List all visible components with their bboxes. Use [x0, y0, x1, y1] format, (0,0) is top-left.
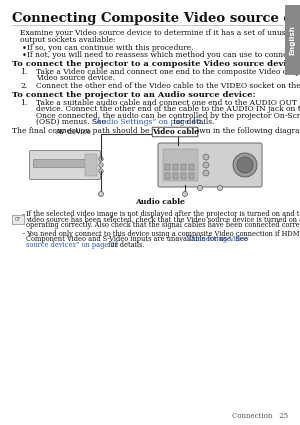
- Text: 1.: 1.: [20, 99, 27, 107]
- FancyBboxPatch shape: [158, 143, 262, 187]
- Text: source devices” on page 21: source devices” on page 21: [26, 241, 119, 249]
- Text: “Audio Settings” on page 48: “Audio Settings” on page 48: [93, 118, 201, 126]
- Text: To connect the projector to a composite Video source device:: To connect the projector to a composite …: [12, 60, 300, 68]
- Text: 1.: 1.: [20, 68, 27, 76]
- Circle shape: [203, 170, 209, 176]
- Text: output sockets available:: output sockets available:: [20, 36, 116, 43]
- Circle shape: [182, 192, 188, 196]
- Text: “Connecting Video: “Connecting Video: [185, 235, 248, 243]
- FancyBboxPatch shape: [34, 159, 86, 167]
- Text: You need only connect to this device using a composite Video connection if HDMI : You need only connect to this device usi…: [26, 230, 300, 238]
- Text: Examine your Video source device to determine if it has a set of unused composit: Examine your Video source device to dete…: [20, 29, 300, 37]
- Bar: [165, 173, 170, 179]
- Text: Take a suitable audio cable and connect one end to the AUDIO OUT jack of the AV: Take a suitable audio cable and connect …: [36, 99, 300, 107]
- Bar: [85, 154, 97, 176]
- Text: The final connection path should be like that shown in the following diagram:: The final connection path should be like…: [12, 127, 300, 134]
- Circle shape: [218, 185, 223, 190]
- Text: If so, you can continue with this procedure.: If so, you can continue with this proced…: [27, 44, 194, 52]
- Bar: [165, 164, 170, 170]
- Text: If the selected video image is not displayed after the projector is turned on an: If the selected video image is not displ…: [26, 210, 300, 218]
- Bar: [181, 173, 186, 179]
- Text: Component Video and S-Video inputs are unavailable for use. See: Component Video and S-Video inputs are u…: [26, 235, 250, 243]
- Circle shape: [99, 163, 103, 167]
- Bar: [189, 173, 194, 179]
- Bar: [285, 5, 300, 75]
- Text: for details.: for details.: [106, 241, 145, 249]
- Text: To connect the projector to an Audio source device:: To connect the projector to an Audio sou…: [12, 91, 256, 99]
- Text: If not, you will need to reassess which method you can use to connect to the dev: If not, you will need to reassess which …: [27, 51, 300, 59]
- Bar: [173, 164, 178, 170]
- Circle shape: [197, 185, 202, 190]
- Text: •: •: [22, 44, 27, 53]
- Text: CF: CF: [15, 217, 21, 222]
- Bar: [173, 173, 178, 179]
- Text: Connection   25: Connection 25: [232, 412, 288, 420]
- Bar: [163, 149, 198, 181]
- Text: Video cable: Video cable: [152, 128, 198, 136]
- Text: –: –: [22, 230, 26, 238]
- Circle shape: [233, 153, 257, 177]
- Circle shape: [237, 157, 253, 173]
- Text: for details.: for details.: [171, 118, 214, 126]
- Text: Audio cable: Audio cable: [135, 198, 185, 206]
- Circle shape: [203, 162, 209, 168]
- FancyBboxPatch shape: [152, 127, 198, 137]
- Text: device. Connect the other end of the cable to the AUDIO IN jack on the projector: device. Connect the other end of the cab…: [36, 105, 300, 113]
- Bar: [189, 164, 194, 170]
- Text: AV device: AV device: [55, 128, 91, 136]
- Circle shape: [203, 154, 209, 160]
- Text: English: English: [290, 25, 296, 55]
- Text: Connect the other end of the Video cable to the VIDEO socket on the projector.: Connect the other end of the Video cable…: [36, 82, 300, 90]
- Text: 2.: 2.: [20, 82, 27, 90]
- Circle shape: [99, 157, 103, 161]
- FancyBboxPatch shape: [12, 215, 24, 224]
- Text: Connecting Composite Video source devices: Connecting Composite Video source device…: [12, 12, 300, 25]
- Circle shape: [99, 169, 103, 173]
- FancyBboxPatch shape: [29, 150, 101, 179]
- Text: Once connected, the audio can be controlled by the projector On-Screen Display: Once connected, the audio can be control…: [36, 111, 300, 119]
- Text: •: •: [22, 51, 27, 60]
- Text: –: –: [22, 210, 26, 218]
- Bar: [181, 164, 186, 170]
- Circle shape: [98, 192, 104, 196]
- Text: operating correctly. Also check that the signal cables have been connected corre: operating correctly. Also check that the…: [26, 221, 300, 229]
- Text: (OSD) menus. See: (OSD) menus. See: [36, 118, 109, 126]
- Text: Video source device.: Video source device.: [36, 74, 115, 82]
- Text: Take a Video cable and connect one end to the composite Video output socket of t: Take a Video cable and connect one end t…: [36, 68, 300, 76]
- Text: video source has been selected, check that the Video source device is turned on : video source has been selected, check th…: [26, 215, 300, 224]
